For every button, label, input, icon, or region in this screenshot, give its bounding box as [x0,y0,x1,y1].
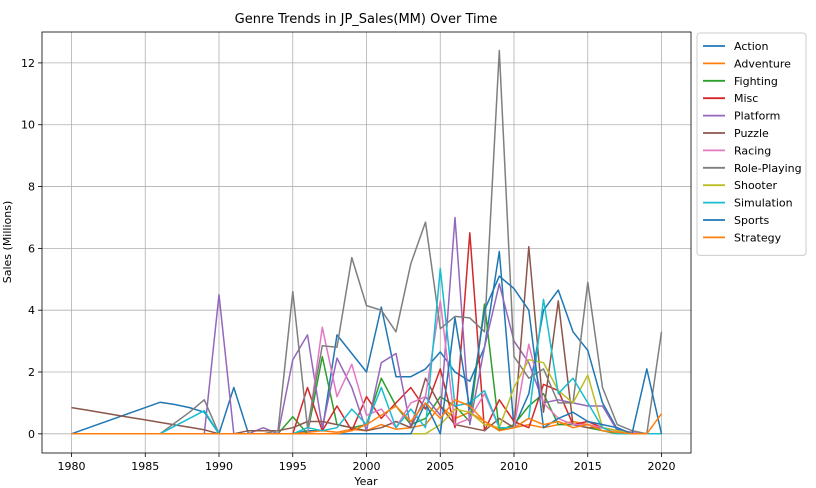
chart-title: Genre Trends in JP_Sales(MM) Over Time [235,12,498,27]
legend-label: Fighting [734,75,778,88]
legend: Action Adventure Fighting Misc Platform Puzzl… [696,32,807,256]
x-tick-label: 1990 [205,460,233,473]
series-lines [71,49,663,435]
y-tick-label: 6 [28,242,35,255]
x-tick-label: 2000 [353,460,381,473]
y-axis-label: Sales (Millions) [1,201,14,284]
legend-label: Shooter [734,179,777,192]
legend-label: Sports [734,214,770,227]
legend-label: Misc [734,92,758,105]
x-tick-label: 2020 [648,460,676,473]
x-tick-label: 1995 [279,460,307,473]
legend-label: Simulation [734,197,793,210]
legend-label: Action [734,40,768,53]
legend-label: Role-Playing [734,162,802,175]
y-tick-label: 4 [28,304,35,317]
legend-label: Strategy [734,231,782,244]
x-tick-label: 1985 [131,460,159,473]
legend-label: Adventure [734,57,791,70]
legend-label: Puzzle [734,127,769,140]
series-line-puzzle [71,246,662,435]
legend-label: Platform [734,110,780,123]
x-tick-label: 2010 [500,460,528,473]
x-axis-ticks: 1980 1985 1990 1995 2000 2005 2010 2015 2020 [58,453,676,473]
legend-box [696,32,807,256]
legend-label: Racing [734,144,771,157]
x-tick-label: 1980 [58,460,86,473]
y-tick-label: 10 [21,119,35,132]
x-tick-label: 2005 [426,460,454,473]
grid [42,32,691,453]
y-tick-label: 2 [28,366,35,379]
y-tick-label: 8 [28,181,35,194]
series-line-role-playing [71,49,663,435]
x-axis-label: Year [353,475,378,488]
y-tick-label: 0 [28,428,35,441]
series-line-strategy [71,399,663,435]
series-line-action [71,250,662,435]
y-axis-ticks: 0 2 4 6 8 10 12 [21,57,42,441]
x-tick-label: 2015 [574,460,602,473]
y-tick-label: 12 [21,57,35,70]
